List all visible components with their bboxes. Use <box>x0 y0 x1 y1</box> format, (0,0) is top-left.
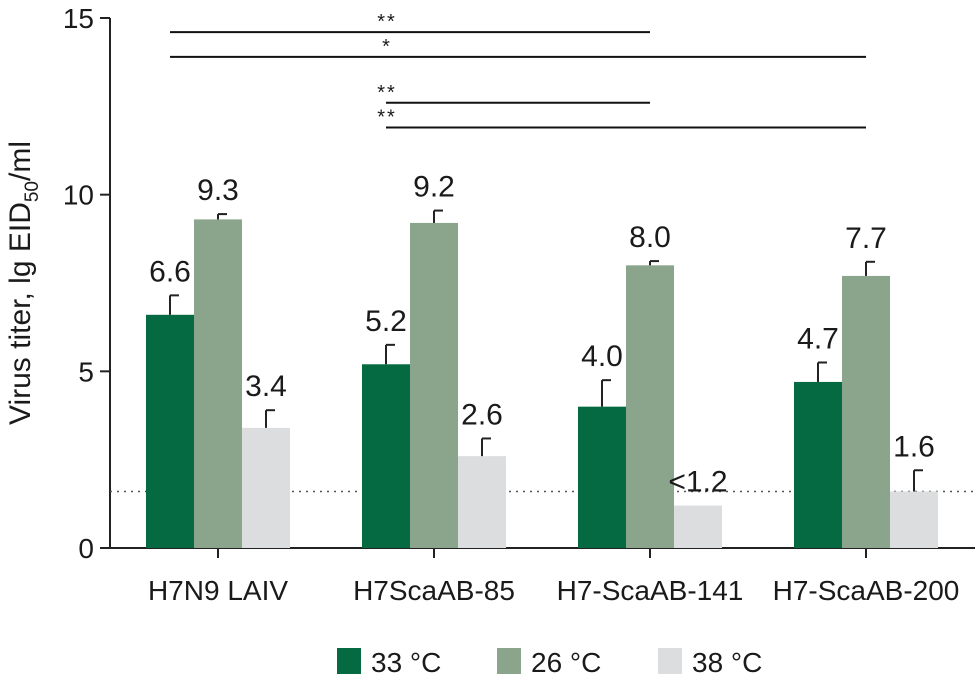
data-label: 9.2 <box>413 171 455 204</box>
legend-label: 26 °C <box>531 647 601 678</box>
significance-label: ** <box>377 82 397 104</box>
significance-label: ** <box>377 11 397 33</box>
bar <box>458 456 506 548</box>
bar <box>674 505 722 548</box>
bar <box>410 222 458 548</box>
bar <box>242 427 290 548</box>
y-tick-label: 0 <box>78 533 94 564</box>
data-label: 9.3 <box>197 174 239 207</box>
x-tick-label: H7ScaAB-85 <box>353 575 515 606</box>
legend: 33 °C 26 °C 38 °C <box>337 647 762 678</box>
bar <box>794 381 842 548</box>
y-axis-label-prefix: Virus titer, lg EID <box>4 202 37 425</box>
data-label: 6.6 <box>149 255 191 288</box>
y-tick-label: 10 <box>63 180 94 211</box>
significance-label: ** <box>377 107 397 129</box>
legend-swatch <box>337 648 361 674</box>
bar <box>362 364 410 548</box>
data-label: 5.2 <box>365 305 407 338</box>
data-label: 8.0 <box>629 221 671 254</box>
x-tick-label: H7-ScaAB-200 <box>773 575 960 606</box>
legend-label: 33 °C <box>371 647 441 678</box>
x-tick-label: H7-ScaAB-141 <box>557 575 744 606</box>
data-label: 1.6 <box>893 430 935 463</box>
bar <box>146 314 194 548</box>
y-tick-label: 15 <box>63 3 94 34</box>
y-axis-label-suffix: /ml <box>4 141 37 181</box>
significance-label: * <box>382 36 392 58</box>
bar <box>626 265 674 548</box>
data-label: 3.4 <box>245 370 287 403</box>
legend-swatch <box>497 648 521 674</box>
legend-swatch <box>658 648 682 674</box>
y-tick-label: 5 <box>78 356 94 387</box>
bar <box>194 219 242 548</box>
y-axis-label: Virus titer, lg EID50/ml <box>4 141 43 425</box>
y-axis-label-subscript: 50 <box>22 181 43 202</box>
bar <box>842 275 890 548</box>
bar <box>890 491 938 548</box>
data-label: 7.7 <box>845 222 887 255</box>
x-tick-label: H7N9 LAIV <box>148 575 288 606</box>
bar <box>578 406 626 548</box>
data-label: 4.0 <box>581 340 623 373</box>
data-label: 2.6 <box>461 398 503 431</box>
data-label: <1.2 <box>668 466 727 499</box>
plot-area: 0 5 10 15 Virus titer, lg EID50/ml 6.6 5.2 4.0 4… <box>4 3 975 606</box>
legend-label: 38 °C <box>692 647 762 678</box>
data-label: 4.7 <box>797 323 839 356</box>
